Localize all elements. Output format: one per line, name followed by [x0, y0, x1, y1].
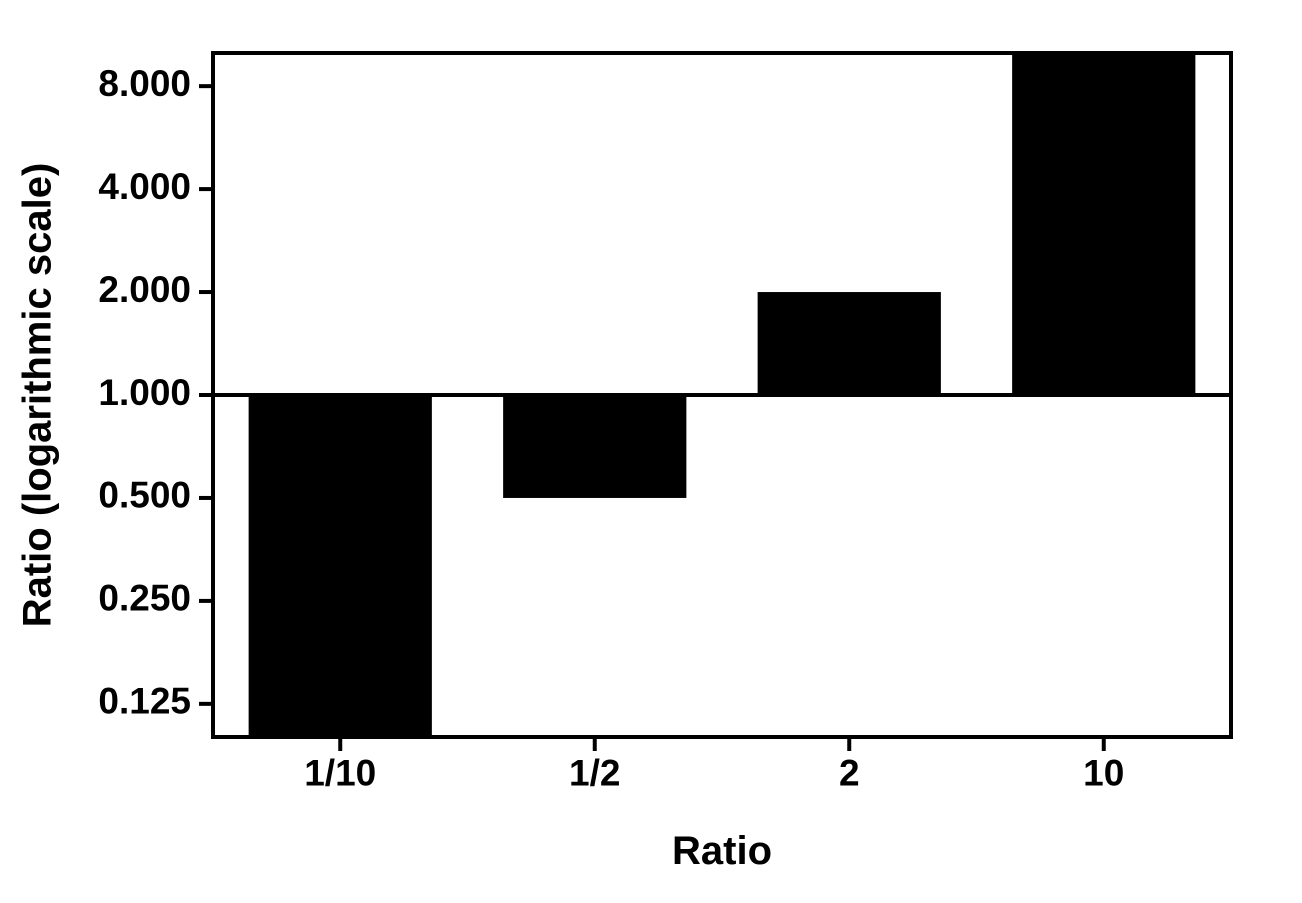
y-tick-label: 4.000 — [98, 166, 191, 207]
y-tick-label: 8.000 — [98, 63, 191, 104]
y-tick-label: 2.000 — [98, 269, 191, 310]
y-axis-label: Ratio (logarithmic scale) — [16, 163, 60, 628]
y-tick-label: 1.000 — [98, 372, 191, 413]
bar — [1012, 53, 1195, 395]
bar — [758, 292, 941, 395]
bar — [249, 395, 432, 737]
bar — [503, 395, 686, 498]
x-tick-label: 1/2 — [569, 752, 620, 793]
x-tick-label: 2 — [839, 752, 860, 793]
y-tick-label: 0.125 — [98, 681, 191, 722]
ratio-log-bar-chart: 0.125 0.250 0.500 1.000 2.000 4.000 8.000 Ratio… — [0, 0, 1302, 903]
x-tick-label: 1/10 — [304, 752, 376, 793]
y-tick-label: 0.250 — [98, 578, 191, 619]
x-tick-label: 10 — [1083, 752, 1124, 793]
y-tick-label: 0.500 — [98, 475, 191, 516]
x-axis-label: Ratio — [672, 829, 772, 873]
